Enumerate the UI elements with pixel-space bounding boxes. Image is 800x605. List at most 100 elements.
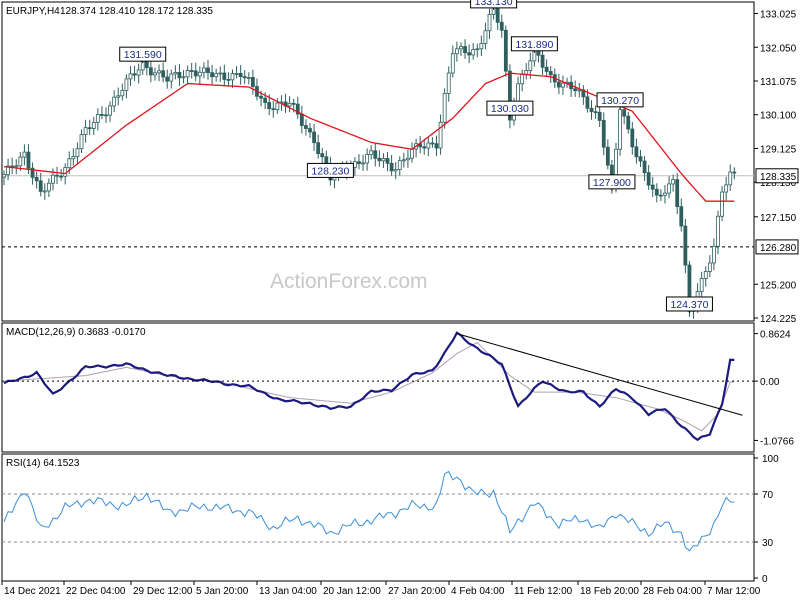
candle <box>169 69 174 89</box>
candle <box>577 83 582 98</box>
candle-body <box>630 128 635 148</box>
candle-body <box>104 114 108 117</box>
price-tick-label: 130.100 <box>760 111 797 122</box>
candle <box>312 124 316 151</box>
candle-body <box>26 151 31 169</box>
candle-body <box>214 73 219 78</box>
candle <box>585 89 590 113</box>
candle-body <box>112 96 117 107</box>
candle <box>275 98 280 115</box>
x-tick-label: 18 Feb 20:00 <box>580 586 639 597</box>
candle-body <box>508 70 512 121</box>
annotation-label: 131.590 <box>124 49 162 61</box>
candle-body <box>128 73 133 80</box>
candle-body <box>638 156 643 162</box>
candle-body <box>230 73 235 81</box>
candle <box>120 83 125 101</box>
annotation-box <box>470 0 518 9</box>
candle-body <box>83 127 88 136</box>
candle-body <box>108 105 112 116</box>
candle-body <box>153 72 157 76</box>
rsi-panel: RSI(14) 64.1523 100 70 30 0 <box>1 453 779 585</box>
annotation-box <box>596 92 644 108</box>
candle <box>202 62 206 79</box>
candle-body <box>291 102 296 105</box>
candle <box>206 59 210 80</box>
candle-body <box>116 95 121 98</box>
candle <box>459 42 463 56</box>
candle-body <box>573 88 578 92</box>
candle <box>185 65 190 85</box>
candle <box>91 116 96 135</box>
candle-body <box>120 90 125 97</box>
candle-body <box>471 49 476 56</box>
x-tick-label: 7 Mar 12:00 <box>707 586 761 597</box>
candle-body <box>30 167 35 178</box>
candle-body <box>406 157 410 161</box>
candle <box>104 107 108 124</box>
candle <box>605 139 610 170</box>
price-annotations: 131.590 133.130 131.890 130.030 130.270 128.2… <box>119 0 713 313</box>
candle-body <box>707 262 712 272</box>
candle <box>601 112 606 156</box>
candle <box>181 70 186 84</box>
candle <box>422 138 427 155</box>
candle <box>658 189 663 202</box>
candle <box>389 155 394 176</box>
x-tick-label: 28 Feb 04:00 <box>643 586 702 597</box>
annotation-box <box>119 46 167 62</box>
candle-body <box>597 111 602 121</box>
candle-body <box>197 71 202 77</box>
candle <box>173 65 178 80</box>
candle <box>642 156 647 181</box>
candle <box>556 73 561 95</box>
price-y-axis: 133.025 132.050 131.075 130.100 129.125 128.1… <box>754 10 799 325</box>
candle-body <box>454 48 459 55</box>
candle <box>720 186 724 222</box>
candle-body <box>51 174 55 184</box>
candle-body <box>189 70 194 72</box>
candle-body <box>446 72 451 94</box>
annotation-box <box>486 100 534 116</box>
candle-body <box>540 54 545 68</box>
candle-body <box>14 165 19 168</box>
candle <box>299 105 304 134</box>
candle-body <box>320 153 325 158</box>
macd-title: MACD(12,26,9) 0.3683 -0.0170 <box>6 327 146 338</box>
x-axis: 14 Dec 2021 22 Dec 04:00 29 Dec 12:00 5 Jan… <box>1 581 761 597</box>
x-tick-label: 13 Jan 04:00 <box>259 586 317 597</box>
candle-body <box>136 69 141 76</box>
candle-body <box>299 113 304 126</box>
annotation-label: 130.270 <box>601 95 639 107</box>
candle-body <box>716 215 720 247</box>
candle-body <box>95 114 100 123</box>
candle-body <box>654 188 659 196</box>
candle-body <box>712 245 716 264</box>
candle-body <box>646 172 651 186</box>
annotation-label: 127.900 <box>593 177 631 189</box>
candle <box>295 96 300 119</box>
candle-body <box>46 182 51 192</box>
candle-body <box>397 160 402 170</box>
candle-body <box>275 102 280 110</box>
macd-tick-label: 0.00 <box>760 377 780 388</box>
x-tick-label: 20 Jan 12:00 <box>323 586 381 597</box>
candle <box>287 96 292 113</box>
candle <box>503 25 508 77</box>
candle <box>271 101 276 118</box>
candle <box>157 64 161 82</box>
candle <box>246 72 251 85</box>
candle-body <box>683 225 688 266</box>
candle-body <box>361 162 365 165</box>
candle-body <box>206 67 210 74</box>
candle-body <box>100 114 104 116</box>
x-tick-label: 4 Feb 04:00 <box>451 586 505 597</box>
candle-body <box>316 142 321 155</box>
candle-body <box>499 21 504 31</box>
price-panel-frame <box>1 1 755 322</box>
candle <box>193 62 198 82</box>
candle-body <box>22 151 27 158</box>
annotation-label: 133.130 <box>475 0 513 8</box>
candle-body <box>250 77 255 87</box>
ohlc-readout: 128.374 128.410 128.172 128.335 <box>60 6 213 17</box>
